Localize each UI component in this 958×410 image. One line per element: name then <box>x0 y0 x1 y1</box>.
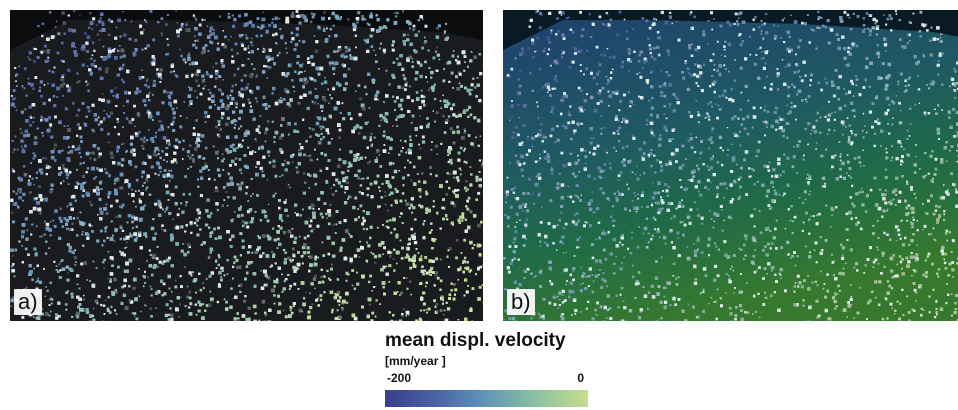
legend-min-label: -200 <box>387 371 411 385</box>
legend-ticks: -200 0 <box>385 369 590 387</box>
panel-label-b: b) <box>507 289 535 315</box>
map-panel-b: b) <box>503 10 958 321</box>
ps-points-map-a <box>10 10 483 321</box>
legend-color-bar <box>385 390 588 407</box>
legend-title: mean displ. velocity <box>385 330 590 352</box>
interpolated-map-b <box>503 10 958 321</box>
legend-max-label: 0 <box>577 371 584 385</box>
velocity-legend: mean displ. velocity [mm/year ] -200 0 <box>385 330 590 407</box>
legend-unit: [mm/year ] <box>385 353 590 369</box>
map-panel-a: a) <box>10 10 483 321</box>
panel-label-a: a) <box>14 289 42 315</box>
